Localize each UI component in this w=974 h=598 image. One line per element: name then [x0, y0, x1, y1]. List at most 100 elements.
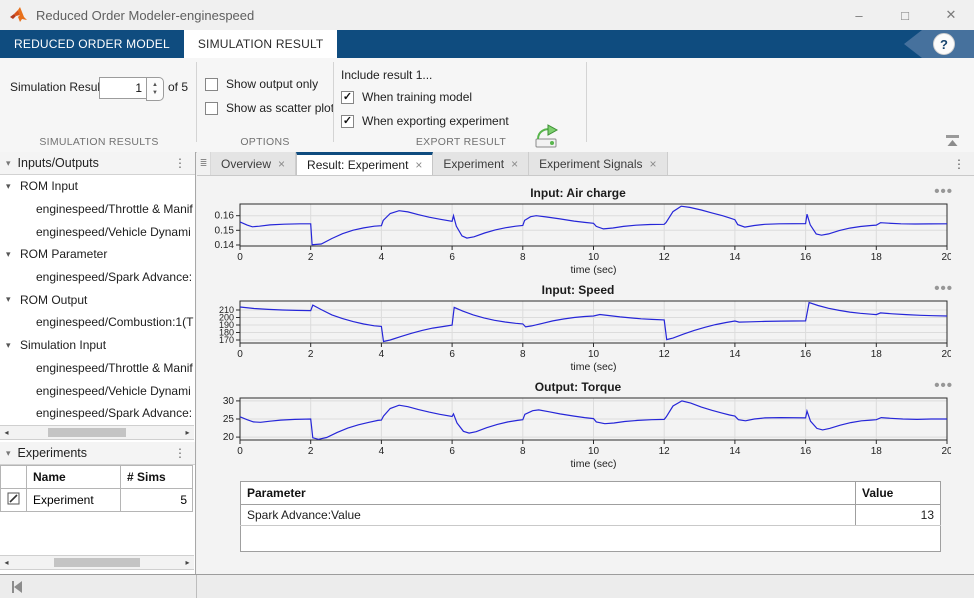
tab-close-icon[interactable]: ×	[278, 157, 285, 171]
tree-node[interactable]: ▾ Simulation Input	[0, 334, 195, 357]
simulation-result-spinner[interactable]: ▲ ▼	[146, 77, 164, 101]
when-exporting-experiment-checkbox[interactable]: ✓ When exporting experiment	[341, 114, 509, 128]
inputs-outputs-title: Inputs/Outputs	[18, 156, 171, 170]
show-as-scatter-plot-checkbox[interactable]: Show as scatter plot	[205, 101, 334, 115]
experiment-sims-cell[interactable]: 5	[121, 489, 193, 512]
svg-text:14: 14	[729, 252, 741, 263]
tree-leaf[interactable]: enginespeed/Spark Advance:	[0, 266, 195, 289]
tab-reduced-order-model[interactable]: REDUCED ORDER MODEL	[0, 30, 184, 58]
tree-expander-icon[interactable]: ▾	[6, 249, 16, 260]
main-area: ≣ Overview×Result: Experiment×Experiment…	[197, 152, 974, 574]
tree-item-label: enginespeed/Vehicle Dynami	[36, 384, 191, 398]
checkbox-box[interactable]: ✓	[341, 115, 354, 128]
doc-tab-experiment[interactable]: Experiment×	[433, 152, 529, 175]
svg-text:8: 8	[520, 349, 526, 360]
collapse-ribbon-button[interactable]	[944, 134, 962, 148]
chart-title: Input: Air charge	[205, 186, 951, 200]
collapse-panel-icon[interactable]: ▾	[6, 448, 11, 459]
checkbox-box[interactable]: ✓	[341, 91, 354, 104]
tree-node[interactable]: ▾ROM Output	[0, 288, 195, 311]
tree-item-label: enginespeed/Throttle & Manif	[36, 202, 193, 216]
tree-node[interactable]: ▾ROM Input	[0, 175, 195, 198]
scrollbar-thumb[interactable]	[48, 428, 126, 437]
ribbon-separator	[333, 62, 334, 142]
tree-leaf[interactable]: enginespeed/Spark Advance:	[0, 402, 195, 425]
parameter-value-cell[interactable]: 13	[856, 505, 941, 526]
svg-text:time (sec): time (sec)	[570, 264, 616, 276]
close-icon[interactable]: ✕	[928, 0, 974, 30]
svg-text:14: 14	[729, 349, 741, 360]
minimize-icon[interactable]: –	[836, 0, 882, 30]
svg-text:20: 20	[941, 252, 951, 263]
chart-menu-icon[interactable]: •••	[934, 377, 953, 394]
chart-menu-icon[interactable]: •••	[934, 280, 953, 297]
tab-close-icon[interactable]: ×	[650, 157, 657, 171]
document-tab-bar: ≣ Overview×Result: Experiment×Experiment…	[197, 152, 974, 176]
doc-tab-overview[interactable]: Overview ×	[211, 152, 296, 175]
experiments-col-name: Name	[27, 466, 121, 489]
window-title: Reduced Order Modeler-enginespeed	[36, 8, 254, 23]
scroll-left-icon[interactable]: ◂	[0, 426, 13, 439]
tree-item-label: enginespeed/Combustion:1(T	[36, 315, 193, 329]
checkbox-label: When exporting experiment	[362, 114, 509, 128]
doc-tab-experiment-signals[interactable]: Experiment Signals×	[529, 152, 667, 175]
of-5-label: of 5	[168, 80, 188, 94]
tree-leaf[interactable]: enginespeed/Vehicle Dynami	[0, 379, 195, 402]
edit-experiment-icon[interactable]	[1, 489, 27, 512]
svg-text:2: 2	[308, 349, 314, 360]
tree-leaf[interactable]: enginespeed/Throttle & Manif	[0, 198, 195, 221]
tree-expander-icon[interactable]: ▾	[6, 340, 16, 351]
svg-text:0.16: 0.16	[215, 211, 235, 222]
tree-expander-icon[interactable]: ▾	[6, 294, 16, 305]
parameter-row[interactable]: Spark Advance:Value13	[241, 505, 941, 526]
inputs-outputs-tree: ▾ROM Input enginespeed/Throttle & Manif en…	[0, 175, 195, 425]
svg-text:20: 20	[223, 432, 235, 443]
tab-bar-kebab-icon[interactable]: ⋮	[944, 152, 974, 175]
tree-item-label: Simulation Input	[20, 338, 106, 352]
help-button[interactable]: ?	[933, 33, 955, 55]
experiments-horizontal-scrollbar[interactable]: ◂ ▸	[0, 555, 194, 570]
scroll-left-icon[interactable]: ◂	[0, 556, 13, 569]
doc-tab-result-experiment[interactable]: Result: Experiment×	[296, 152, 433, 175]
scroll-right-icon[interactable]: ▸	[181, 556, 194, 569]
when-training-model-checkbox[interactable]: ✓ When training model	[341, 90, 472, 104]
spinner-down-icon[interactable]: ▼	[152, 90, 158, 96]
tab-close-icon[interactable]: ×	[511, 157, 518, 171]
tree-leaf[interactable]: enginespeed/Combustion:1(T	[0, 311, 195, 334]
include-result-label: Include result 1...	[341, 68, 432, 82]
tree-expander-icon[interactable]: ▾	[6, 181, 16, 192]
tree-leaf[interactable]: enginespeed/Throttle & Manif	[0, 357, 195, 380]
simulation-result-input[interactable]	[99, 77, 147, 99]
svg-text:12: 12	[659, 349, 671, 360]
tree-horizontal-scrollbar[interactable]: ◂ ▸	[0, 425, 194, 440]
checkbox-box[interactable]	[205, 102, 218, 115]
checkbox-box[interactable]	[205, 78, 218, 91]
spinner-up-icon[interactable]: ▲	[152, 82, 158, 88]
maximize-icon[interactable]: □	[882, 0, 928, 30]
show-output-only-checkbox[interactable]: Show output only	[205, 77, 318, 91]
tab-close-icon[interactable]: ×	[415, 158, 422, 172]
scrollbar-thumb[interactable]	[54, 558, 140, 567]
experiment-row[interactable]: Experiment5	[1, 489, 193, 512]
experiments-title: Experiments	[18, 446, 171, 460]
svg-text:4: 4	[379, 446, 385, 457]
tree-item-label: enginespeed/Spark Advance:	[36, 270, 192, 284]
tab-simulation-result[interactable]: SIMULATION RESULT	[184, 30, 338, 58]
experiments-col-sims: # Sims	[121, 466, 193, 489]
svg-text:210: 210	[219, 305, 234, 315]
experiment-name-cell[interactable]: Experiment	[27, 489, 121, 512]
doc-tab-label: Overview	[221, 157, 271, 171]
svg-text:10: 10	[588, 349, 600, 360]
svg-text:time (sec): time (sec)	[570, 361, 616, 373]
kebab-menu-icon[interactable]: ⋮	[171, 156, 189, 170]
svg-text:0: 0	[237, 446, 243, 457]
tree-node[interactable]: ▾ROM Parameter	[0, 243, 195, 266]
tree-leaf[interactable]: enginespeed/Vehicle Dynami	[0, 220, 195, 243]
scroll-right-icon[interactable]: ▸	[181, 426, 194, 439]
svg-text:12: 12	[659, 446, 671, 457]
tab-bar-grip-icon[interactable]: ≣	[197, 152, 211, 175]
collapse-left-panel-button[interactable]	[10, 580, 24, 594]
kebab-menu-icon[interactable]: ⋮	[171, 446, 189, 460]
collapse-panel-icon[interactable]: ▾	[6, 158, 11, 169]
chart-menu-icon[interactable]: •••	[934, 183, 953, 200]
